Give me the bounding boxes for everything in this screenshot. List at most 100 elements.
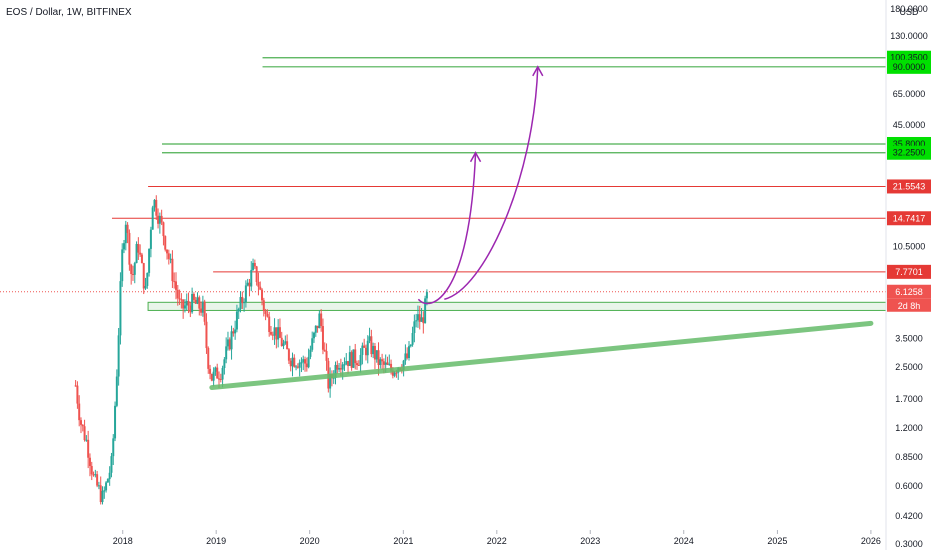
- candle-body: [200, 308, 203, 313]
- candle-body: [273, 327, 276, 336]
- candle-body: [339, 368, 342, 370]
- y-tick-label: 3.5000: [895, 334, 923, 344]
- candle-body: [359, 354, 362, 366]
- candle-body: [406, 353, 409, 359]
- candle-body: [237, 308, 240, 312]
- candle-body: [219, 378, 222, 380]
- candle-body: [323, 349, 326, 352]
- candle-body: [209, 368, 212, 374]
- candle-body: [356, 363, 359, 365]
- candle-body: [108, 472, 111, 480]
- candle-body: [368, 336, 371, 341]
- candle-body: [153, 199, 156, 208]
- y-tick-label: 180.0000: [890, 4, 928, 14]
- drawings: [209, 65, 874, 391]
- candle-body: [88, 457, 91, 467]
- candle-body: [203, 301, 206, 322]
- candle-body: [266, 314, 269, 317]
- candle-body: [216, 367, 219, 379]
- y-tick-label: 45.0000: [893, 120, 926, 130]
- candle-body: [194, 299, 197, 304]
- candle-body: [415, 320, 418, 322]
- candle-body: [173, 281, 176, 283]
- candle-body: [228, 339, 231, 350]
- y-tick-label: 1.2000: [895, 423, 923, 433]
- candle-body: [296, 366, 299, 368]
- candle-body: [341, 364, 344, 370]
- projection-arrow: [444, 66, 539, 300]
- candle-body: [99, 485, 102, 503]
- candle-body: [312, 332, 315, 339]
- target-32-tag: [887, 145, 931, 160]
- candle-body: [282, 343, 285, 347]
- candle-body: [316, 325, 319, 329]
- candle-body: [79, 420, 82, 425]
- candle-body: [295, 366, 298, 368]
- arrow-head: [532, 65, 544, 77]
- candle-body: [289, 360, 292, 367]
- x-tick-label: 2025: [767, 536, 787, 546]
- candle-body: [291, 357, 294, 367]
- last-price-label: 6.1258: [895, 287, 923, 297]
- support-zone: [147, 301, 887, 311]
- y-tick-label: 10.5000: [893, 242, 926, 252]
- candle-body: [124, 224, 127, 244]
- candle-body: [148, 248, 151, 273]
- candle-body: [74, 385, 77, 387]
- candle-body: [212, 371, 215, 381]
- candle-body: [117, 335, 120, 377]
- candle-body: [205, 321, 208, 349]
- candle-body: [171, 258, 174, 282]
- candle-body: [336, 364, 339, 370]
- candle-body: [304, 359, 307, 364]
- candle-body: [78, 403, 81, 421]
- candle-body: [158, 215, 161, 224]
- candle-body: [318, 313, 321, 329]
- candle-body: [151, 207, 154, 230]
- candle-body: [404, 353, 407, 361]
- candle-body: [207, 348, 210, 369]
- candle-body: [321, 326, 324, 350]
- candle-body: [391, 370, 394, 376]
- y-tick-label: 65.0000: [893, 89, 926, 99]
- candle-body: [393, 372, 396, 376]
- candle-body: [103, 490, 106, 492]
- target-90-tag: [887, 59, 931, 74]
- currency-label: USD: [899, 7, 919, 17]
- y-tick-label: 0.3000: [895, 539, 923, 549]
- candle-body: [178, 298, 181, 300]
- candle-body: [409, 344, 412, 347]
- candle-body: [259, 286, 262, 290]
- candle-body: [390, 363, 393, 371]
- time-axis: 2018 2019 2020 2021 2022 2023 2024 2025 2026: [113, 530, 881, 546]
- candle-body: [81, 424, 84, 427]
- candle-body: [293, 357, 296, 367]
- candle-body: [271, 334, 274, 336]
- candle-body: [176, 289, 179, 299]
- candle-body: [114, 405, 117, 439]
- resistance-14-label: 14.7417: [893, 213, 926, 223]
- candle-body: [112, 438, 115, 457]
- candle-body: [131, 274, 134, 276]
- candle-body: [121, 249, 124, 282]
- candle-body: [126, 224, 129, 233]
- x-tick-label: 2024: [674, 536, 694, 546]
- candle-body: [250, 269, 253, 287]
- candle-body: [94, 474, 97, 476]
- candle-body: [348, 352, 351, 366]
- candle-body: [110, 456, 113, 473]
- candle-body: [169, 258, 172, 260]
- candle-body: [149, 229, 152, 249]
- candle-body: [144, 285, 147, 289]
- candle-body: [395, 372, 398, 374]
- candle-body: [386, 362, 389, 365]
- candle-body: [329, 374, 332, 389]
- candle-body: [139, 252, 142, 255]
- candle-body: [253, 262, 256, 267]
- candle-body: [269, 331, 272, 335]
- candle-body: [135, 243, 138, 264]
- candle-body: [101, 490, 104, 503]
- candle-body: [343, 364, 346, 366]
